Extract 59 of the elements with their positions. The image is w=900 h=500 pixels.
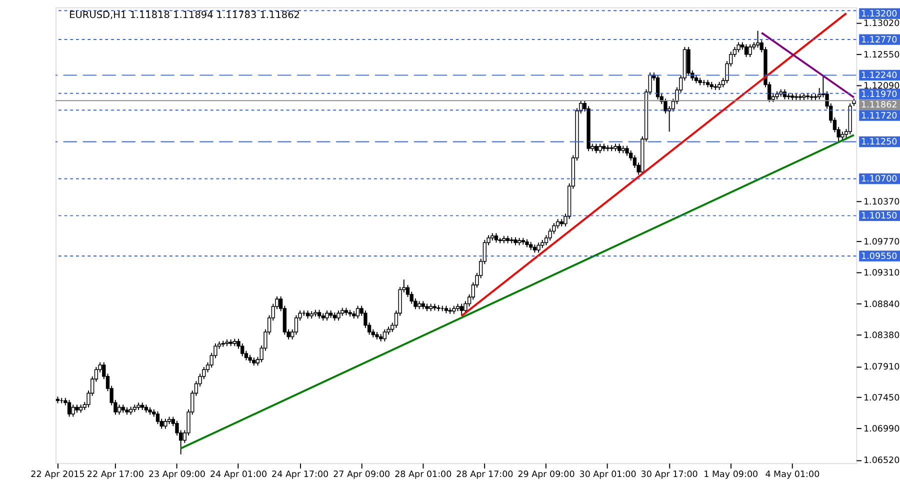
y-tick-label: 1.06520 <box>863 456 900 466</box>
y-tick-label: 1.09310 <box>863 268 900 279</box>
candlestick <box>744 44 748 58</box>
y-tick-label: 1.08380 <box>863 331 900 342</box>
x-tick-label: 22 Apr 2015 <box>30 470 85 480</box>
x-tick-label: 4 May 01:00 <box>765 470 820 480</box>
ref-line-label: 1.10700 <box>861 174 898 185</box>
x-tick-label: 28 Apr 01:00 <box>394 470 452 480</box>
x-tick-label: 24 Apr 17:00 <box>272 470 329 480</box>
candlestick <box>71 404 75 418</box>
x-tick-label: 30 Apr 17:00 <box>640 470 698 480</box>
candlestick <box>240 342 244 357</box>
candlestick <box>460 303 464 316</box>
ref-line-label: 1.11862 <box>861 100 898 111</box>
x-tick-label: 28 Apr 17:00 <box>456 470 514 480</box>
candlestick <box>494 232 498 244</box>
candlestick <box>356 305 360 320</box>
candlestick <box>594 143 598 154</box>
y-tick-label: 1.07450 <box>863 394 900 404</box>
candlestick <box>598 143 602 154</box>
ref-line-label: 1.11970 <box>861 90 898 100</box>
ref-line-label: 1.09550 <box>861 252 898 262</box>
candlestick <box>336 310 340 322</box>
ref-line-label: 1.11720 <box>861 111 898 122</box>
candlestick <box>156 410 160 425</box>
candlestick <box>382 328 387 342</box>
candlestick <box>656 74 660 100</box>
ref-line-label: 1.10150 <box>861 212 898 222</box>
y-tick-label: 1.09770 <box>863 238 900 248</box>
candlestick <box>294 314 298 336</box>
ref-line-label: 1.13200 <box>861 10 898 20</box>
x-tick-label: 23 Apr 09:00 <box>148 470 206 480</box>
candlestick <box>164 418 168 430</box>
candlestick <box>617 143 622 154</box>
x-tick-label: 24 Apr 01:00 <box>210 470 268 480</box>
candlestick <box>686 46 690 76</box>
candlestick <box>748 44 752 58</box>
candlestick <box>736 42 740 53</box>
ref-line-label: 1.11250 <box>861 138 898 148</box>
x-tick-label: 1 May 09:00 <box>704 470 758 480</box>
candlestick <box>67 399 72 418</box>
y-tick-label: 1.08840 <box>863 300 900 310</box>
candlestick <box>756 30 760 48</box>
ref-line-label: 1.12240 <box>861 71 898 82</box>
x-tick-label: 29 Apr 09:00 <box>518 470 575 480</box>
y-tick-label: 1.10370 <box>863 197 900 208</box>
y-tick-label: 1.07910 <box>863 362 900 373</box>
y-tick-label: 1.12550 <box>863 50 900 61</box>
candlestick <box>117 404 122 416</box>
chart-title: EURUSD,H1 1.11818 1.11894 1.11783 1.11862 <box>69 10 300 21</box>
ref-line-label: 1.12770 <box>861 35 898 46</box>
y-tick-label: 1.06990 <box>863 424 900 435</box>
x-tick-label: 22 Apr 17:00 <box>86 470 144 480</box>
y-tick-label: 1.13020 <box>863 19 900 30</box>
x-tick-label: 30 Apr 01:00 <box>579 470 636 480</box>
candlestick <box>536 242 540 254</box>
candlestick <box>325 310 329 322</box>
candlestick <box>625 145 629 156</box>
x-tick-label: 27 Apr 09:00 <box>333 470 390 480</box>
